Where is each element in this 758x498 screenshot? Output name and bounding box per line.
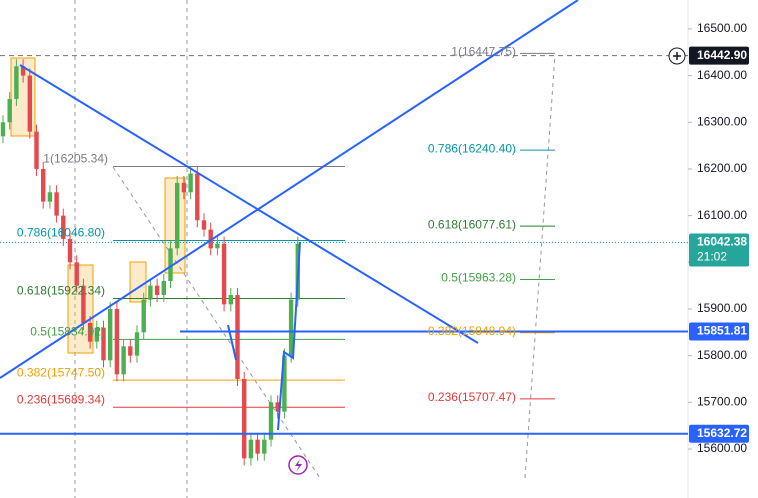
candle-body — [154, 285, 160, 295]
price-label: 15851.81 — [697, 324, 747, 338]
y-tick-label: 16100.00 — [697, 208, 747, 222]
candle-body — [201, 220, 207, 230]
candle-body — [235, 294, 240, 379]
trend-line — [0, 0, 579, 379]
fib-label: 0.786(16240.40) — [428, 141, 516, 155]
candle-body — [282, 355, 287, 412]
candle-body — [275, 402, 280, 412]
candle-body — [27, 75, 32, 132]
y-tick-label: 16500.00 — [697, 21, 747, 35]
projection — [227, 324, 237, 361]
y-tick-label: 16200.00 — [697, 161, 747, 175]
candle-body — [34, 131, 39, 169]
candle-body — [168, 248, 173, 281]
candle-body — [181, 182, 187, 193]
price-label: 16442.90 — [697, 48, 747, 62]
candle-body — [215, 243, 220, 249]
fib-label: 0.5(15834.92) — [30, 325, 105, 339]
candle-body — [148, 285, 153, 300]
candle-body — [195, 173, 200, 221]
price-label-box — [689, 322, 749, 341]
candle-body — [41, 168, 46, 202]
fib-label: 1(16205.34) — [43, 152, 108, 166]
candle-body — [0, 122, 6, 137]
y-tick-label: 15800.00 — [697, 348, 747, 362]
candle-body — [47, 192, 53, 202]
candle-body — [67, 238, 73, 263]
candle-body — [14, 66, 19, 99]
y-tick-label: 15700.00 — [697, 394, 747, 408]
candle-body — [114, 308, 120, 375]
projection — [277, 241, 301, 431]
candle-body — [288, 299, 294, 356]
candle-body — [20, 66, 26, 76]
fib-label: 0.618(16077.61) — [428, 217, 516, 231]
candle-body — [188, 173, 193, 193]
candle-body — [161, 280, 166, 295]
candle-body — [221, 243, 227, 305]
countdown: 21:02 — [697, 250, 727, 264]
candle-body — [242, 378, 247, 459]
y-tick-label: 16400.00 — [697, 68, 747, 82]
candle-body — [121, 346, 126, 375]
candle-body — [262, 439, 267, 454]
fib-label: 0.382(15848.94) — [428, 324, 516, 338]
last-price-box — [689, 233, 749, 267]
y-tick-label: 16300.00 — [697, 114, 747, 128]
candle-body — [94, 327, 99, 342]
candle-body — [268, 402, 274, 440]
candle-body — [74, 262, 79, 286]
y-tick-label: 15900.00 — [697, 301, 747, 315]
candle-body — [87, 322, 93, 342]
last-price-label: 16042.38 — [697, 235, 747, 249]
candle-body — [134, 332, 140, 356]
candle-body — [108, 308, 113, 361]
candle-body — [128, 346, 133, 356]
price-label: 15632.72 — [697, 426, 747, 440]
candle-body — [61, 215, 66, 239]
plot — [0, 52, 688, 466]
y-tick-label: 15600.00 — [697, 441, 747, 455]
fib-label: 1(16447.75) — [451, 44, 516, 58]
candle-body — [255, 439, 260, 454]
candle-body — [101, 327, 106, 361]
price-label-box — [689, 46, 749, 65]
fib-label: 0.236(15689.34) — [17, 392, 105, 406]
trend-line — [19, 64, 479, 344]
fib-trend — [112, 166, 321, 479]
candle-body — [248, 439, 254, 459]
candle-body — [228, 294, 233, 305]
fib-label: 0.618(15922.34) — [17, 284, 105, 298]
fib-label: 0.236(15707.47) — [428, 390, 516, 404]
candle-body — [7, 98, 12, 123]
add-alert-plus — [673, 52, 681, 60]
fib-label: 0.5(15963.28) — [441, 271, 516, 285]
fib-label: 0.382(15747.50) — [17, 365, 105, 379]
candle-body — [175, 182, 180, 249]
candle-body — [81, 285, 86, 323]
candle-body — [141, 299, 146, 333]
candle-body — [54, 192, 59, 216]
fib-label: 0.786(16046.80) — [17, 226, 105, 240]
fib-trend — [524, 54, 556, 479]
candle-body — [208, 229, 213, 249]
event-icon-bolt — [295, 459, 302, 472]
price-label-box — [689, 424, 749, 443]
